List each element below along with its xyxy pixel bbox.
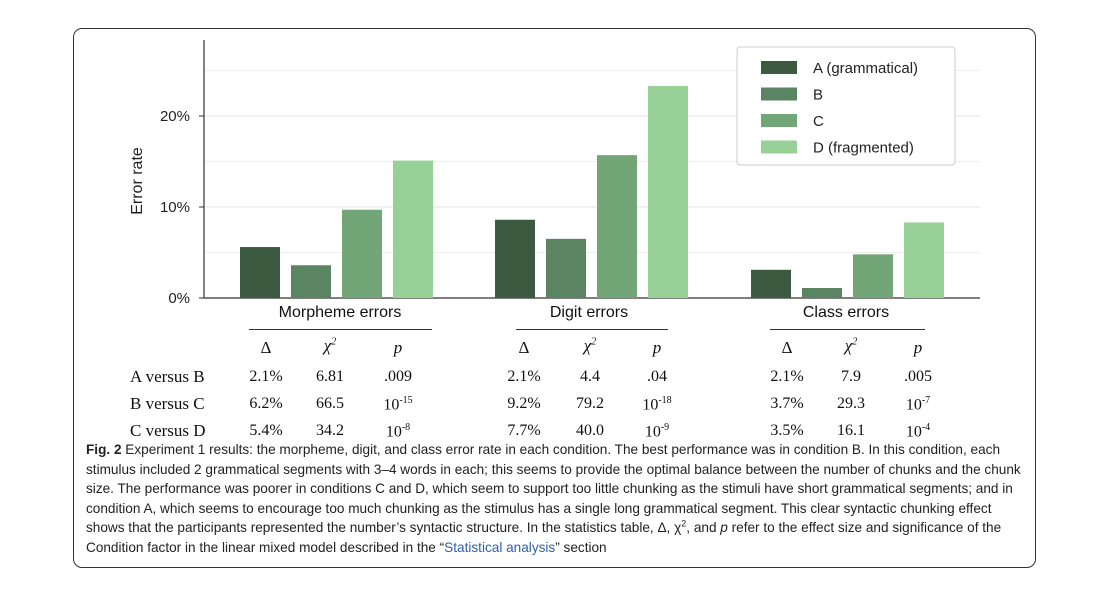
bar-morpheme-errors-series-1 [240, 247, 280, 298]
header-p: p [652, 338, 662, 357]
cell-p: .04 [647, 368, 667, 385]
legend-label: B [813, 87, 823, 104]
group-rule-1 [249, 329, 432, 330]
header-p: p [393, 338, 403, 357]
cell-p: 10-9 [644, 422, 670, 441]
group-title-1: Morpheme errors [278, 304, 402, 321]
statistical-analysis-link[interactable]: Statistical analysis [444, 539, 556, 555]
bar-class-errors-series-4 [904, 222, 944, 298]
caption-text-1: Experiment 1 results: the morpheme, digi… [86, 442, 1021, 536]
caption-chi-sup: 2 [681, 518, 687, 529]
bar-chart: 0% 10% 20% Error rate A (grammatical) BC D (fr… [129, 40, 980, 307]
cell-delta: 5.4% [249, 422, 283, 439]
row-label: A versus B [130, 367, 205, 386]
y-axis-label: Error rate [129, 147, 146, 215]
cell-p: 10-15 [383, 395, 413, 414]
legend-box [736, 46, 956, 166]
bar-morpheme-errors-series-2 [291, 265, 331, 298]
cell-p: 10-18 [642, 395, 672, 414]
bar-morpheme-errors-series-3 [342, 209, 382, 298]
figure-caption: Fig. 2 Experiment 1 results: the morphem… [86, 440, 1026, 558]
cell-chi: 79.2 [576, 395, 604, 412]
row-label: C versus D [130, 421, 206, 440]
cell-chi: 16.1 [837, 422, 865, 439]
cell-p: 10-8 [385, 422, 411, 441]
bar-digit-errors-series-3 [597, 155, 637, 298]
header-chi-squared: χ2 [844, 336, 858, 355]
cell-p: .005 [904, 368, 932, 385]
bar-digit-errors-series-2 [546, 238, 586, 298]
header-delta: Δ [260, 338, 272, 357]
group-title-2: Digit errors [549, 304, 629, 321]
cell-chi: 7.9 [841, 368, 861, 385]
legend-label: D (fragmented) [813, 140, 914, 157]
group-rule-2 [516, 329, 668, 330]
cell-delta: 9.2% [507, 395, 541, 412]
y-tick-label: 20% [160, 108, 190, 125]
bar-digit-errors-series-4 [648, 85, 688, 298]
y-tick-label: 10% [160, 199, 190, 216]
cell-chi: 66.5 [316, 395, 344, 412]
bar-digit-errors-series-1 [495, 219, 535, 298]
caption-p: p [720, 520, 728, 536]
cell-delta: 2.1% [770, 368, 804, 385]
cell-chi: 40.0 [576, 422, 604, 439]
cell-chi: 29.3 [837, 395, 865, 412]
header-p: p [913, 338, 923, 357]
cell-delta: 2.1% [507, 368, 541, 385]
cell-chi: 34.2 [316, 422, 344, 439]
figure-label: Fig. 2 [86, 442, 122, 457]
cell-delta: 2.1% [249, 368, 283, 385]
cell-chi: 6.81 [316, 368, 344, 385]
caption-text-2: , and [686, 520, 721, 536]
bar-morpheme-errors-series-4 [393, 160, 433, 298]
group-rule-3 [770, 329, 925, 330]
cell-delta: 6.2% [249, 395, 283, 412]
legend-swatch [761, 87, 797, 101]
caption-text-4: ” section [555, 539, 607, 555]
cell-delta: 3.7% [770, 395, 804, 412]
cell-delta: 3.5% [770, 422, 804, 439]
cell-p: 10-7 [905, 395, 931, 414]
bar-class-errors-series-3 [853, 254, 893, 298]
legend-swatch [761, 61, 797, 74]
legend-label: A (grammatical) [813, 60, 918, 77]
row-label: B versus C [130, 394, 205, 413]
cell-p: 10-4 [905, 422, 931, 441]
figure-frame [73, 28, 1036, 568]
cell-p: .009 [384, 368, 412, 385]
legend-swatch [761, 114, 797, 127]
caption-text-3: refer to the effect size and significanc… [86, 520, 1002, 555]
cell-delta: 7.7% [507, 422, 541, 439]
bar-class-errors-series-2 [802, 287, 842, 298]
header-delta: Δ [781, 338, 793, 357]
group-title-3: Class errors [802, 304, 890, 321]
bar-class-errors-series-1 [751, 269, 791, 298]
header-delta: Δ [518, 338, 530, 357]
y-tick-label: 0% [168, 290, 190, 307]
header-chi-squared: χ2 [323, 336, 337, 355]
header-chi-squared: χ2 [583, 336, 597, 355]
legend-swatch [761, 140, 797, 154]
cell-chi: 4.4 [580, 368, 600, 385]
legend-label: C [813, 113, 824, 130]
